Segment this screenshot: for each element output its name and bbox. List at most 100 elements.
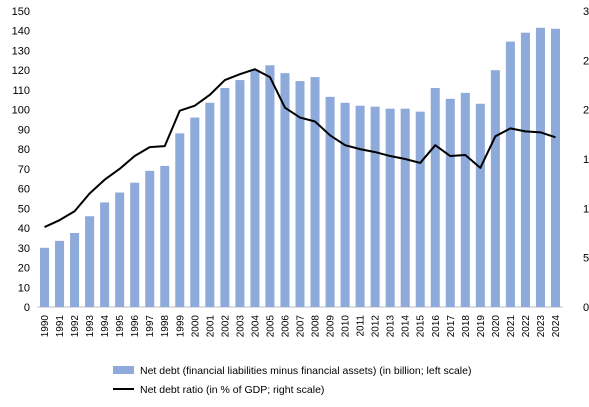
y-left-tick-label: 120: [12, 65, 30, 77]
bar-2021: [505, 41, 515, 308]
bar-2008: [310, 77, 320, 307]
y-right-tick-label: 0: [583, 302, 589, 314]
bar-1998: [160, 165, 170, 307]
bar-2020: [490, 70, 500, 307]
x-tick-label: 1997: [145, 315, 156, 338]
bar-2009: [325, 96, 335, 307]
y-left-tick-label: 10: [18, 282, 30, 294]
bar-1999: [175, 133, 185, 307]
y-left-tick-label: 0: [24, 302, 30, 314]
y-right-tick-label: 10: [583, 203, 589, 215]
legend-bar-label: Net debt (financial liabilities minus fi…: [140, 365, 471, 377]
x-tick-label: 1995: [115, 315, 126, 338]
y-right-tick-label: 20: [583, 105, 589, 117]
y-left-tick-label: 140: [12, 26, 30, 38]
bar-2002: [220, 87, 230, 308]
x-tick-label: 2003: [235, 315, 246, 338]
y-right-tick-label: 15: [583, 154, 589, 166]
x-tick-label: 2014: [401, 315, 412, 338]
x-tick-label: 1994: [100, 315, 111, 338]
x-tick-label: 2000: [190, 315, 201, 338]
bar-1994: [100, 202, 110, 307]
x-tick-label: 1993: [85, 315, 96, 338]
x-tick-label: 2013: [386, 315, 397, 338]
y-left-tick-label: 40: [18, 223, 30, 235]
bar-2024: [550, 28, 560, 307]
y-left-tick-label: 30: [18, 243, 30, 255]
bar-2006: [280, 73, 290, 307]
bar-2001: [205, 102, 215, 307]
bar-2015: [415, 111, 425, 307]
x-tick-label: 2022: [521, 315, 532, 338]
net-debt-ratio-line: [44, 68, 556, 228]
x-tick-label: 2007: [296, 315, 307, 338]
x-tick-label: 2024: [551, 315, 562, 338]
bar-1991: [55, 240, 65, 307]
y-left-tick-label: 130: [12, 45, 30, 57]
bar-2013: [385, 108, 395, 308]
x-tick-label: 1991: [55, 315, 66, 338]
y-left-tick-label: 150: [12, 6, 30, 18]
x-tick-label: 2023: [536, 315, 547, 338]
y-left-tick-label: 50: [18, 203, 30, 215]
y-left-tick-label: 100: [12, 105, 30, 117]
bar-1997: [145, 170, 155, 307]
y-left-tick-label: 20: [18, 263, 30, 275]
y-left-tick-label: 80: [18, 144, 30, 156]
bar-1996: [130, 182, 140, 307]
bar-1993: [85, 216, 95, 307]
bar-1995: [115, 192, 125, 307]
y-left-tick-label: 90: [18, 124, 30, 136]
x-tick-label: 1992: [70, 315, 81, 338]
bar-2010: [340, 102, 350, 307]
bar-1990: [40, 247, 50, 307]
x-tick-label: 1999: [175, 315, 186, 338]
line-layer: [44, 68, 556, 228]
bar-2016: [430, 87, 440, 308]
x-tick-label: 2016: [431, 315, 442, 338]
y-left-tick-label: 110: [12, 85, 30, 97]
x-tick-label: 1990: [40, 315, 51, 338]
bar-2005: [265, 65, 275, 308]
y-right-tick-label: 25: [583, 55, 589, 67]
x-tick-label: 2017: [446, 315, 457, 338]
x-tick-label: 2009: [326, 315, 337, 338]
bar-2000: [190, 117, 200, 307]
x-tick-label: 2011: [356, 315, 367, 337]
y-left-tick-label: 60: [18, 184, 30, 196]
y-left-tick-label: 70: [18, 164, 30, 176]
y-right-tick-label: 30: [583, 6, 589, 18]
x-tick-label: 2010: [341, 315, 352, 338]
legend-line-label: Net debt ratio (in % of GDP; right scale…: [140, 384, 324, 396]
bar-2011: [355, 105, 365, 307]
bar-2004: [250, 70, 260, 307]
legend-bar-swatch: [113, 366, 134, 374]
bar-2023: [535, 27, 545, 308]
x-tick-label: 2002: [220, 315, 231, 338]
bar-1992: [70, 233, 80, 307]
bar-2022: [520, 32, 530, 308]
x-tick-label: 2006: [280, 315, 291, 338]
bar-2018: [460, 92, 470, 307]
bar-2012: [370, 106, 380, 308]
x-tick-label: 2021: [506, 315, 517, 338]
x-tick-label: 2004: [250, 315, 261, 338]
x-tick-label: 2015: [416, 315, 427, 338]
y-right-tick-label: 5: [583, 253, 589, 265]
x-tick-label: 1996: [130, 315, 141, 338]
x-tick-label: 2001: [205, 315, 216, 338]
bar-2014: [400, 108, 410, 308]
bar-2003: [235, 80, 245, 307]
legend: Net debt (financial liabilities minus fi…: [113, 365, 471, 396]
bar-2019: [475, 103, 485, 307]
bars-layer: [40, 27, 560, 308]
x-tick-label: 2008: [311, 315, 322, 338]
x-tick-label: 2019: [476, 315, 487, 338]
x-tick-label: 1998: [160, 315, 171, 338]
bar-2007: [295, 81, 305, 307]
x-tick-label: 2012: [371, 315, 382, 338]
bar-2017: [445, 98, 455, 307]
x-tick-label: 2005: [265, 315, 276, 338]
